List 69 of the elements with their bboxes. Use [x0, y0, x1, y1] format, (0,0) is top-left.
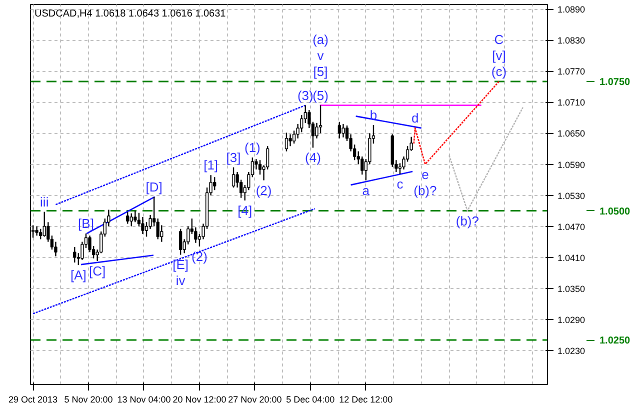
x-tick-label: 29 Oct 2013	[8, 394, 58, 404]
annotation: iv	[176, 273, 186, 288]
x-tick-label: 20 Nov 12:00	[172, 394, 226, 404]
candlestick	[126, 211, 130, 224]
y-tick-label: 1.0710	[558, 98, 586, 108]
candlestick	[39, 228, 42, 240]
annotation: C	[494, 32, 504, 48]
annotation: (1)	[244, 140, 260, 156]
candlestick	[360, 156, 364, 176]
x-tick-label: 13 Nov 04:00	[117, 394, 171, 404]
candlestick	[288, 134, 292, 147]
candlestick	[338, 121, 342, 140]
y-tick-label: 1.0350	[558, 284, 586, 294]
annotation: [D]	[146, 179, 162, 194]
annotation: (2)	[256, 182, 272, 198]
x-tick-label: 12 Dec 12:00	[339, 394, 393, 404]
candlestick	[178, 228, 182, 256]
y-tick-label: 1.0530	[558, 190, 586, 201]
annotation: [B]	[78, 216, 94, 232]
annotation: [E]	[172, 257, 189, 272]
annotation: e	[422, 166, 429, 182]
annotation: (2)	[192, 248, 208, 264]
x-tick-label: 5 Nov 20:00	[64, 394, 113, 404]
candlestick	[130, 212, 133, 227]
annotation: [v]	[492, 48, 506, 64]
y-tick-label: 1.0830	[558, 36, 586, 46]
candlestick	[134, 210, 137, 223]
annotation: (c)	[491, 64, 507, 80]
y-tick-label: 1.0470	[558, 222, 586, 232]
ref-line-label: 1.0750	[600, 77, 631, 88]
x-tick-label: 5 Dec 04:00	[286, 394, 335, 404]
annotation: (5)	[312, 88, 328, 103]
annotation: v	[317, 48, 324, 64]
annotation: c	[396, 176, 404, 192]
annotation: [1]	[204, 158, 218, 173]
candlestick	[156, 218, 160, 240]
annotation: (a)	[312, 32, 328, 48]
annotation: (b)?	[414, 182, 437, 198]
candlestick	[141, 216, 144, 235]
y-tick-label: 1.0230	[558, 346, 586, 356]
candlestick	[284, 132, 288, 152]
chart-title: USDCAD,H4 1.0618 1.0643 1.0616 1.0631	[34, 8, 226, 20]
annotation: (b)?	[456, 213, 479, 228]
candlestick	[160, 224, 164, 242]
annotation: [5]	[313, 64, 328, 80]
candlestick	[42, 211, 46, 238]
annotation: (4)	[305, 150, 321, 166]
annotation: [A]	[70, 268, 86, 283]
candlestick	[213, 176, 216, 191]
y-tick-label: 1.0890	[558, 4, 586, 15]
y-tick-label: 1.0650	[558, 128, 586, 139]
x-tick-label: 27 Nov 20:00	[228, 394, 282, 404]
annotation: (3)	[297, 88, 314, 103]
y-tick-label: 1.0290	[558, 314, 586, 325]
candlestick	[232, 166, 236, 188]
ref-line-label: 1.0250	[600, 336, 631, 347]
candlestick	[73, 246, 76, 264]
annotation: iii	[40, 194, 49, 210]
annotation: b	[370, 107, 378, 122]
annotation: d	[411, 110, 419, 126]
annotation: a	[362, 182, 370, 198]
y-tick-label: 1.0410	[558, 252, 586, 263]
ref-line-label: 1.0500	[600, 206, 631, 218]
annotation: [C]	[89, 263, 106, 278]
annotation: [3]	[226, 150, 241, 165]
candlestick	[342, 123, 345, 138]
candlestick	[35, 226, 38, 236]
y-tick-label: 1.0770	[558, 66, 586, 77]
y-tick-label: 1.0590	[558, 160, 586, 170]
